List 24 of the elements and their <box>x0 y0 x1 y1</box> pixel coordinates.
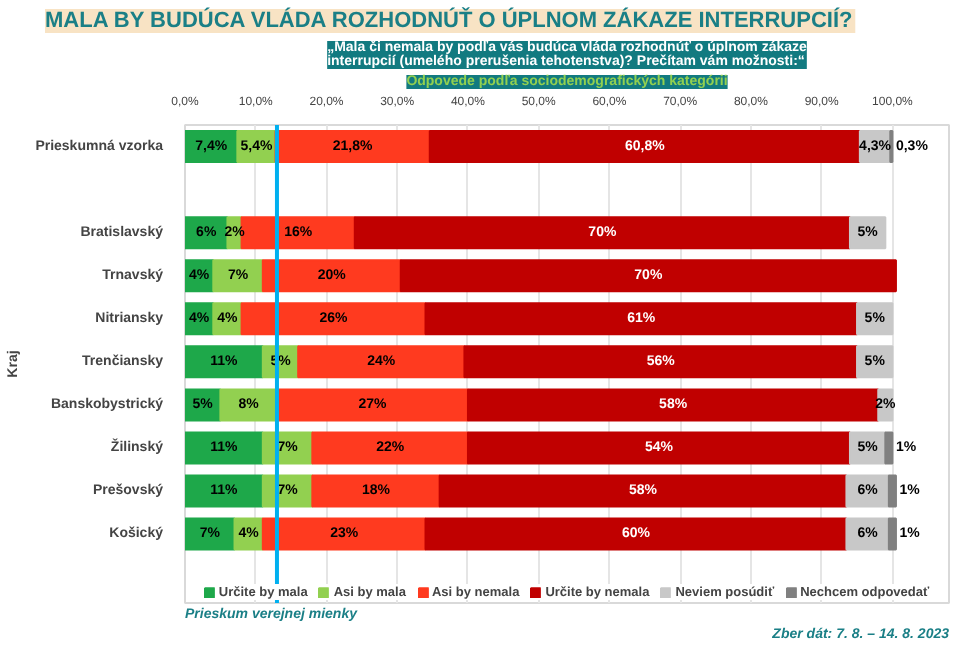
bar <box>463 345 859 379</box>
bar <box>261 259 402 293</box>
bar <box>275 388 469 422</box>
bar <box>466 431 851 465</box>
bar <box>311 474 441 508</box>
bar <box>428 130 861 164</box>
bar <box>438 474 848 508</box>
bar <box>424 302 859 336</box>
bar <box>185 474 264 508</box>
bar <box>884 431 894 465</box>
bar <box>212 259 264 293</box>
bar <box>887 517 897 551</box>
bar <box>274 130 431 164</box>
bar <box>353 216 851 250</box>
bar <box>311 431 469 465</box>
bar <box>297 345 466 379</box>
bar <box>185 431 264 465</box>
bar <box>261 517 427 551</box>
bar <box>240 302 427 336</box>
chart-title: MALA BY BUDÚCA VLÁDA ROZHODNÚŤ O ÚPLNOM ZÁKAZE INTERRUPCIÍ? <box>45 7 854 33</box>
bar <box>424 517 848 551</box>
bar <box>887 474 897 508</box>
bar <box>399 259 897 293</box>
bar <box>185 345 264 379</box>
